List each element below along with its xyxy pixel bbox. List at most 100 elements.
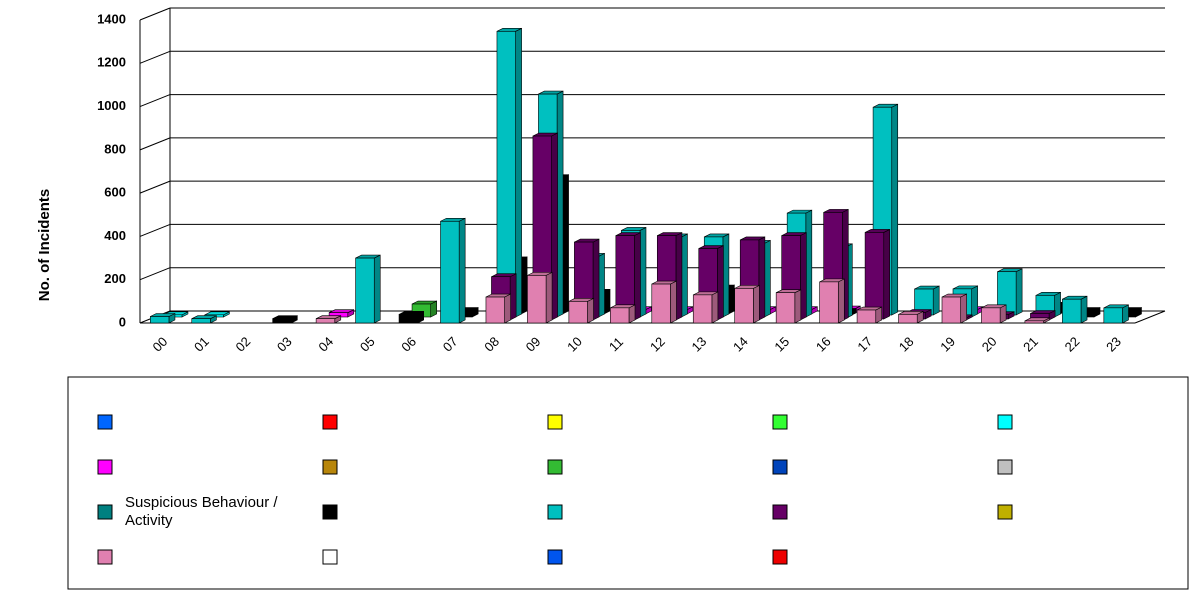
bar [692,294,713,324]
bar-side [1015,268,1023,316]
bar [856,309,877,324]
bar-side [598,252,605,318]
bar-side [837,278,845,324]
x-tick-label: 02 [232,334,253,355]
bar-side [515,27,522,318]
bar [610,307,630,324]
bar-side [960,293,967,324]
y-tick-label: 0 [119,314,126,329]
bar-side [728,284,735,315]
x-tick-label: 07 [440,334,461,355]
grid-line [139,223,171,237]
bar [775,292,796,324]
y-axis-label: No. of Incidents [36,189,53,302]
grid-line [139,180,171,194]
x-tick-label: 13 [689,334,710,355]
y-tick-label: 600 [104,185,126,200]
legend-swatch [772,504,788,520]
bar [898,314,918,324]
x-tick-label: 15 [771,334,792,355]
bar [734,288,754,324]
grid-line [139,94,171,108]
axis-line [1134,310,1166,324]
bar [1024,320,1044,324]
legend-swatch [322,459,338,475]
bar-side [545,271,553,324]
bar [1103,307,1123,324]
bar-side [504,293,511,324]
x-tick-label: 00 [150,334,171,355]
bar-side [883,228,891,320]
legend-swatch [997,459,1013,475]
x-tick-label: 08 [481,334,502,355]
bar-side [794,289,802,324]
bar [355,257,375,324]
legend-swatch [547,549,563,565]
x-tick-label: 12 [647,334,668,355]
bar [819,281,839,324]
x-tick-label: 16 [813,334,834,355]
bar-side [681,233,688,318]
legend-swatch [997,414,1013,430]
bar [315,318,336,324]
x-tick-label: 22 [1062,334,1083,355]
bar-side [587,297,594,324]
bar-side [634,232,641,321]
bar-side [603,288,611,315]
bar-side [764,239,771,318]
bar-side [758,236,766,321]
bar [440,220,460,324]
legend-label: Suspicious Behaviour / Activity [125,494,278,529]
legend-swatch [772,414,788,430]
bar-side [556,90,564,318]
bar [527,275,547,324]
legend-swatch [97,414,113,430]
bar [651,283,671,324]
grid-line [139,267,171,281]
legend-swatch [97,459,113,475]
y-tick-label: 200 [104,271,126,286]
x-tick-label: 04 [315,334,336,355]
legend-swatch [322,414,338,430]
legend-swatch [997,504,1013,520]
x-tick-label: 09 [523,334,544,355]
bar-side [670,280,677,324]
x-tick-label: 03 [274,334,295,355]
legend-swatch [547,504,563,520]
bar-side [971,285,978,318]
legend-swatch [547,459,563,475]
bar-side [675,232,683,321]
bar [149,316,170,324]
legend-swatch [772,549,788,565]
y-tick-label: 1000 [97,98,126,113]
y-tick-label: 1400 [97,11,126,26]
x-tick-label: 23 [1103,334,1124,355]
grid-line [139,50,171,64]
bar-side [805,209,813,318]
grid-line [139,137,171,151]
bar-side [509,273,517,321]
bar-side [722,233,730,318]
bar-side [592,238,600,321]
bar [485,296,505,324]
bar [941,296,961,324]
bar-side [753,284,760,324]
bar-side [800,232,807,321]
legend-swatch [322,504,338,520]
bar-side [1080,295,1088,324]
bar-side [458,217,466,324]
y-tick-label: 400 [104,228,126,243]
bar [568,301,588,324]
bar-side [717,245,724,321]
bar-side [1054,291,1061,318]
x-tick-label: 05 [357,334,378,355]
bar [272,318,292,324]
x-tick-label: 11 [606,334,626,354]
x-tick-label: 01 [191,334,212,355]
x-tick-label: 20 [979,334,1000,355]
x-tick-label: 06 [398,334,419,355]
legend-box [67,376,1189,590]
y-tick-label: 1200 [97,55,126,70]
bar-side [891,103,899,316]
